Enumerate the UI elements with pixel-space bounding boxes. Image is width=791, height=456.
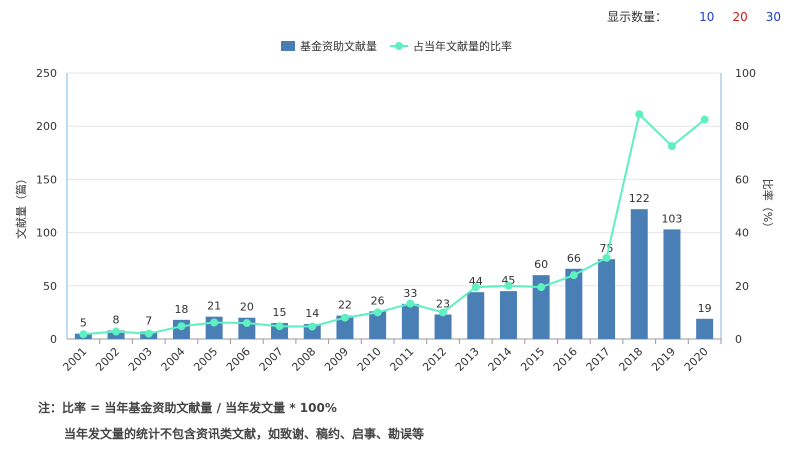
x-tick-label: 2014: [486, 345, 515, 374]
x-tick-label: 2005: [191, 345, 220, 374]
rate-point: [210, 318, 219, 327]
x-tick-label: 2018: [616, 345, 645, 374]
y2-tick-label: 60: [735, 173, 749, 186]
y-axis-title: 文献量（篇）: [14, 173, 28, 239]
bar-value-label: 19: [698, 302, 712, 315]
y2-tick-label: 0: [735, 333, 742, 346]
bar-value-label: 8: [113, 313, 120, 326]
x-tick-label: 2020: [682, 345, 711, 374]
bar-value-label: 122: [629, 192, 650, 205]
y2-tick-label: 100: [735, 67, 756, 80]
rate-point: [275, 322, 284, 331]
rate-point: [602, 253, 611, 262]
rate-point: [439, 308, 448, 317]
x-tick-label: 2008: [289, 345, 318, 374]
rate-point: [504, 281, 513, 290]
note-exclusion: 当年发文量的统计不包含资讯类文献，如致谢、稿约、启事、勘误等: [64, 427, 425, 441]
rate-point: [373, 308, 382, 317]
bar-value-label: 26: [371, 294, 385, 307]
display-count-bar: 显示数量： 10 20 30: [607, 8, 781, 25]
y-tick-label: 50: [43, 280, 57, 293]
bar: [598, 259, 616, 339]
x-tick-label: 2001: [60, 345, 89, 374]
bar-value-label: 18: [174, 303, 188, 316]
bar: [303, 324, 321, 339]
y-tick-label: 150: [36, 173, 57, 186]
x-tick-label: 2019: [649, 345, 678, 374]
bar: [369, 311, 387, 339]
bar-value-label: 22: [338, 299, 352, 312]
bar: [532, 275, 550, 339]
bar-value-label: 23: [436, 298, 450, 311]
y-tick-label: 200: [36, 120, 57, 133]
rate-point: [308, 322, 317, 331]
y2-tick-label: 40: [735, 227, 749, 240]
y-tick-label: 250: [36, 67, 57, 80]
x-tick-label: 2015: [518, 345, 547, 374]
x-tick-label: 2016: [551, 345, 580, 374]
bar-value-label: 14: [305, 307, 319, 320]
rate-point: [667, 142, 676, 151]
bar-value-label: 44: [469, 275, 483, 288]
note-ratio-formula: 注：比率 = 当年基金资助文献量 / 当年发文量 * 100%: [38, 401, 337, 415]
rate-point: [406, 299, 415, 308]
bar-value-label: 5: [80, 317, 87, 330]
y-tick-label: 100: [36, 227, 57, 240]
bar-value-label: 21: [207, 300, 221, 313]
display-count-label: 显示数量：: [607, 10, 668, 24]
rate-point: [635, 110, 644, 119]
x-tick-label: 2010: [355, 345, 384, 374]
bar-value-label: 103: [661, 212, 682, 225]
rate-point: [700, 115, 709, 124]
legend-bar-label: 基金资助文献量: [300, 39, 377, 53]
rate-point: [112, 327, 121, 336]
rate-point: [79, 330, 88, 339]
x-tick-label: 2009: [322, 345, 351, 374]
bar-value-label: 20: [240, 301, 254, 314]
rate-point: [471, 283, 480, 292]
x-tick-label: 2007: [257, 345, 286, 374]
legend-line-marker: [395, 42, 403, 50]
x-tick-label: 2002: [93, 345, 122, 374]
bar-value-label: 15: [273, 306, 287, 319]
x-tick-label: 2017: [584, 345, 613, 374]
bar: [434, 314, 452, 339]
display-count-10[interactable]: 10: [699, 9, 715, 24]
bar: [696, 318, 714, 339]
bar-value-label: 66: [567, 252, 581, 265]
bar: [499, 291, 517, 339]
y-tick-label: 0: [50, 333, 57, 346]
display-count-30[interactable]: 30: [765, 9, 781, 24]
x-tick-label: 2012: [420, 345, 449, 374]
y2-tick-label: 80: [735, 120, 749, 133]
bar-value-label: 60: [534, 258, 548, 271]
legend-bar-swatch: [281, 41, 295, 51]
bar-value-label: 33: [403, 287, 417, 300]
rate-point: [242, 319, 251, 328]
x-tick-label: 2003: [126, 345, 155, 374]
bar: [401, 303, 419, 339]
rate-point: [340, 313, 349, 322]
y2-tick-label: 20: [735, 280, 749, 293]
x-tick-label: 2011: [387, 345, 416, 374]
x-tick-label: 2013: [453, 345, 482, 374]
display-count-20[interactable]: 20: [732, 9, 748, 24]
legend-line-label: 占当年文献量的比率: [413, 39, 512, 53]
x-tick-label: 2006: [224, 345, 253, 374]
bar: [467, 292, 485, 339]
bar: [336, 315, 354, 339]
y2-axis-title: 比率（%）: [761, 179, 775, 233]
rate-point: [177, 322, 186, 331]
bar-value-label: 7: [145, 315, 152, 328]
bar-value-label: 75: [600, 242, 614, 255]
x-tick-label: 2004: [159, 345, 188, 374]
bar: [630, 209, 648, 339]
bar: [565, 268, 583, 339]
rate-point: [537, 283, 546, 292]
chart: 0 50 100 150 200 250 0 20 40 60 80 100 文献量（篇） 比率（%） 5 2…: [14, 39, 775, 374]
rate-line: [83, 112, 706, 336]
rate-point: [144, 329, 153, 338]
bar: [663, 229, 681, 339]
rate-point: [569, 271, 578, 280]
